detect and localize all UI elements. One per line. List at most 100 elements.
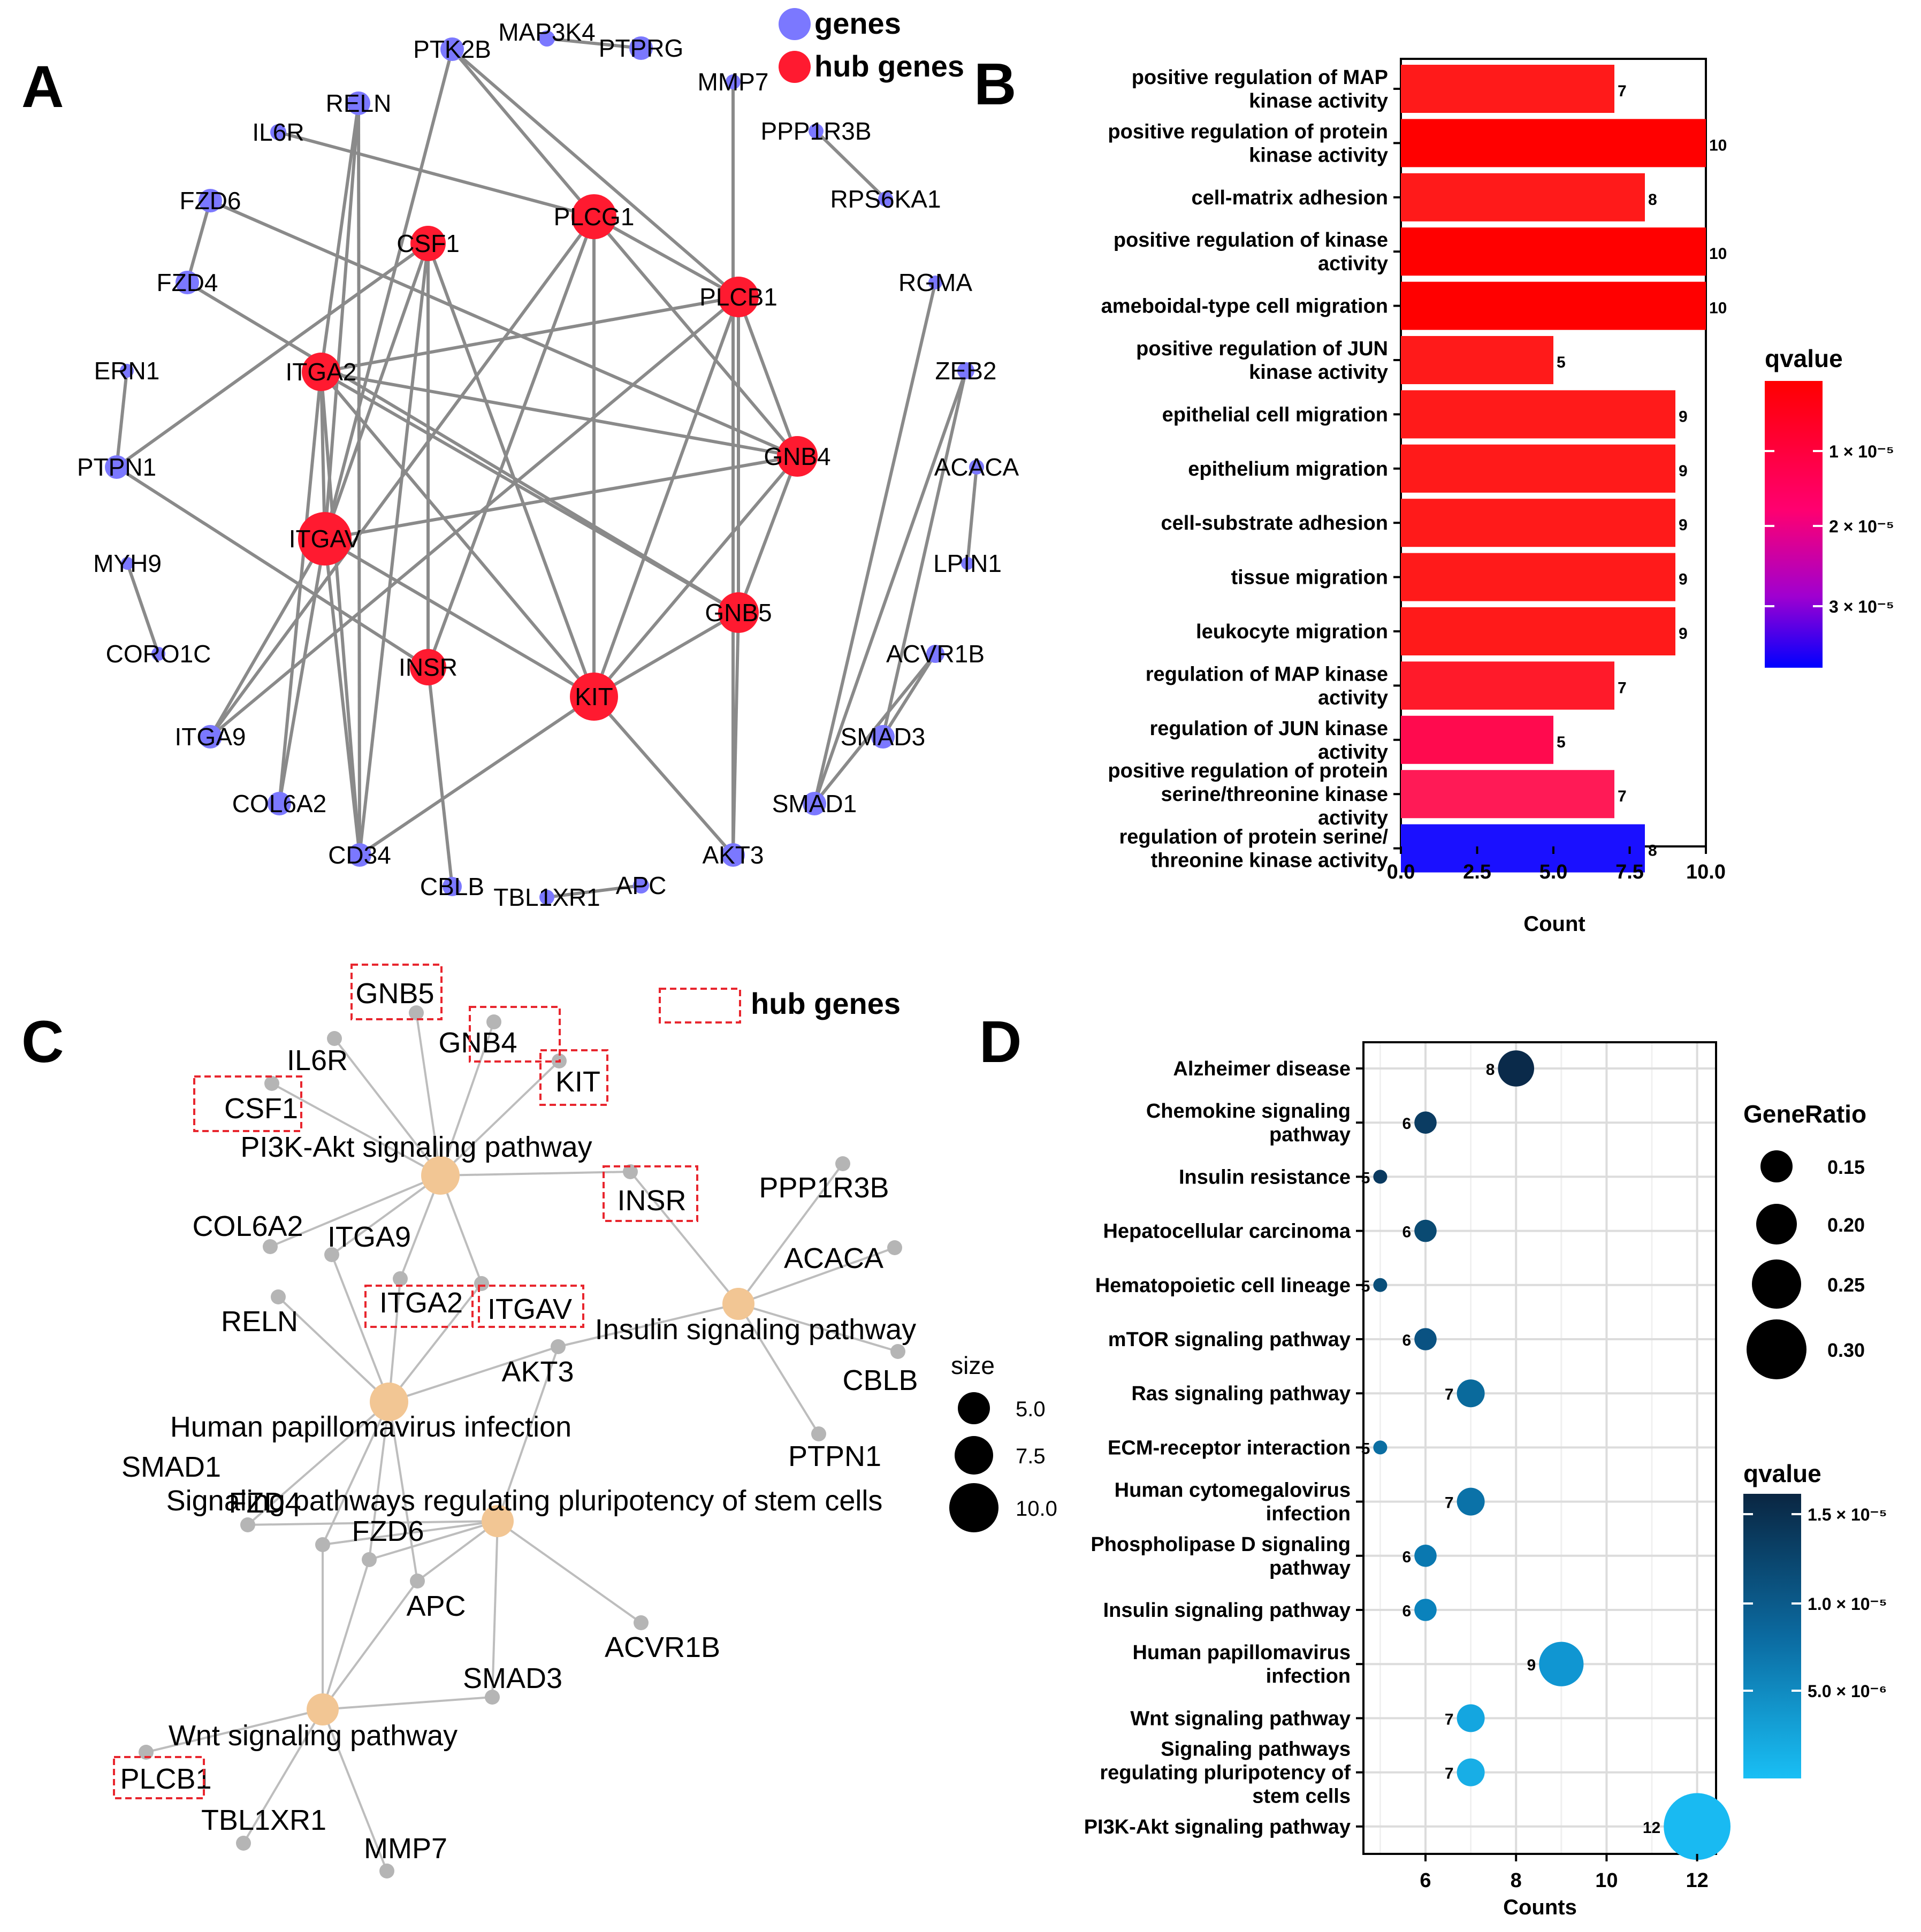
- point-label-2: 6: [1402, 1115, 1412, 1133]
- edge-itgav-col6a2: [278, 538, 326, 804]
- edge-rgma-smad1: [813, 282, 937, 804]
- gene-node-itga9: [324, 1247, 339, 1262]
- edge-itga2-plcb1: [321, 295, 739, 373]
- edge-ppp1r3b-rps6ka1: [814, 129, 887, 201]
- node-il6r: [270, 124, 286, 140]
- edge-gnb4-gnb5: [737, 455, 799, 614]
- edge-acaca-lpin1: [966, 467, 978, 564]
- cnet-edge-signaling-pathways-regulating-pluripotency-of-stem-cells-acvr1b: [497, 1520, 642, 1624]
- cnet-edge-pi3k-akt-signaling-pathway-insr: [440, 1171, 631, 1177]
- cnet-edge-wnt-signaling-pathway-plcb1: [146, 1708, 323, 1753]
- category-label-7-line-1: Ras signaling pathway: [1131, 1383, 1351, 1405]
- cnet-edge-insulin-signaling-pathway-acaca: [738, 1247, 895, 1305]
- hub-box-kit: [539, 1049, 608, 1106]
- gene-node-smad3: [485, 1690, 500, 1705]
- x-tick-label-2: 2.5: [1463, 861, 1491, 883]
- node-tbl1xr1: [539, 890, 554, 905]
- legend-size-label-4: 0.30: [1827, 1339, 1865, 1361]
- point-14: [1457, 1758, 1485, 1786]
- node-label-itga2: ITGA2: [286, 358, 357, 386]
- point-label-9: 7: [1445, 1494, 1454, 1512]
- category-label-3-line-1: Insulin resistance: [1179, 1166, 1351, 1188]
- node-label-acvr1b: ACVR1B: [886, 640, 985, 668]
- edge-fzd6-gnb4: [209, 199, 798, 458]
- category-label-10-line-1: Phospholipase D signaling: [1091, 1533, 1351, 1556]
- node-smad3: [871, 725, 895, 749]
- point-label-15: 12: [1643, 1819, 1660, 1837]
- node-fzd4: [176, 271, 199, 294]
- node-label-zeb2: ZEB2: [935, 357, 996, 385]
- cnet-edge-pi3k-akt-signaling-pathway-itga9: [331, 1174, 441, 1256]
- node-label-myh9: MYH9: [93, 549, 162, 577]
- node-map3k4: [539, 30, 555, 47]
- x-tick-label-3: 10: [1595, 1869, 1618, 1892]
- cnet-edge-pi3k-akt-signaling-pathway-csf1: [271, 1082, 441, 1177]
- edge-ern1-ptpn1: [115, 370, 128, 468]
- point-15: [1664, 1793, 1731, 1860]
- x-axis-title: Count: [1523, 912, 1585, 936]
- node-mmp7: [726, 74, 741, 89]
- category-label-12-line-2: infection: [1266, 1665, 1351, 1687]
- edge-fzd4-gnb5: [186, 281, 740, 614]
- node-label-plcb1: PLCB1: [699, 283, 777, 311]
- node-label-cd34: CD34: [328, 841, 391, 869]
- legend-size-label-3: 10.0: [1016, 1497, 1057, 1521]
- edge-gnb5-kit: [593, 611, 740, 698]
- bar-5: [1401, 281, 1706, 330]
- edge-itgav-itga9: [209, 538, 326, 738]
- legend-label-genes: genes: [814, 6, 901, 40]
- gene-label-il6r: IL6R: [287, 1044, 348, 1076]
- legend-tick-label-3: 3 × 10⁻⁵: [1829, 597, 1894, 616]
- category-label-14-line-1: Signaling pathways: [1161, 1738, 1351, 1761]
- edge-insr-cblb: [426, 667, 454, 887]
- cnet-edge-signaling-pathways-regulating-pluripotency-of-stem-cells-fzd4: [322, 1520, 498, 1546]
- category-label-14-line-2: serine/threonine kinase: [1161, 783, 1389, 806]
- category-label-3-line-1: cell-matrix adhesion: [1192, 187, 1388, 209]
- bar-1: [1401, 65, 1614, 113]
- node-label-rps6ka1: RPS6KA1: [830, 185, 941, 213]
- bar-value-14: 7: [1618, 788, 1627, 805]
- gene-node-mmp7: [379, 1864, 394, 1878]
- cnet-edge-pi3k-akt-signaling-pathway-itgav: [439, 1175, 483, 1284]
- cnet-edge-insulin-signaling-pathway-insr: [629, 1171, 740, 1305]
- point-label-5: 5: [1361, 1278, 1370, 1295]
- bar-value-13: 5: [1557, 734, 1566, 751]
- point-label-4: 6: [1402, 1224, 1412, 1241]
- node-label-reln: RELN: [326, 89, 392, 117]
- point-10: [1414, 1545, 1437, 1567]
- node-label-coro1c: CORO1C: [106, 640, 211, 668]
- node-plcg1: [571, 194, 616, 239]
- node-itga9: [199, 725, 222, 749]
- cnet-edge-insulin-signaling-pathway-ptpn1: [737, 1303, 820, 1435]
- edge-plcb1-gnb4: [737, 296, 799, 457]
- node-insr: [410, 649, 446, 685]
- gene-node-akt3: [551, 1339, 566, 1354]
- x-tick-label-5: 10.0: [1686, 861, 1726, 883]
- node-ptpn1: [105, 455, 128, 479]
- bar-4: [1401, 227, 1706, 276]
- cnet-edge-signaling-pathways-regulating-pluripotency-of-stem-cells-smad3: [491, 1521, 499, 1698]
- edge-ptk2b-plcb1: [451, 48, 740, 299]
- category-label-1-line-1: positive regulation of MAP: [1132, 66, 1388, 89]
- pathway-node-wnt-signaling-pathway: [307, 1693, 339, 1725]
- pathway-node-signaling-pathways-regulating-pluripotency-of-stem-cells: [482, 1505, 514, 1537]
- gene-label-itga9: ITGA9: [327, 1221, 411, 1253]
- bar-10: [1401, 553, 1675, 601]
- bar-14: [1401, 770, 1614, 819]
- legend-size-circle-3: [949, 1483, 998, 1532]
- cnet-edge-human-papillomavirus-infection-fzd4: [322, 1401, 390, 1545]
- point-1: [1498, 1050, 1534, 1087]
- node-ptprg: [629, 36, 653, 60]
- x-tick-label-4: 7.5: [1615, 861, 1644, 883]
- node-label-fzd6: FZD6: [180, 187, 241, 215]
- category-label-13-line-2: activity: [1318, 741, 1388, 763]
- category-label-7-line-1: epithelial cell migration: [1162, 403, 1388, 426]
- node-label-lpin1: LPIN1: [933, 549, 1002, 577]
- node-label-smad1: SMAD1: [772, 790, 857, 818]
- node-label-ptprg: PTPRG: [599, 34, 683, 62]
- legend-size-circle-1: [958, 1392, 990, 1424]
- legend-label-hub-genes: hub genes: [814, 49, 964, 83]
- pathway-label-wnt-signaling-pathway: Wnt signaling pathway: [169, 1720, 458, 1752]
- category-label-6-line-1: positive regulation of JUN: [1136, 338, 1388, 360]
